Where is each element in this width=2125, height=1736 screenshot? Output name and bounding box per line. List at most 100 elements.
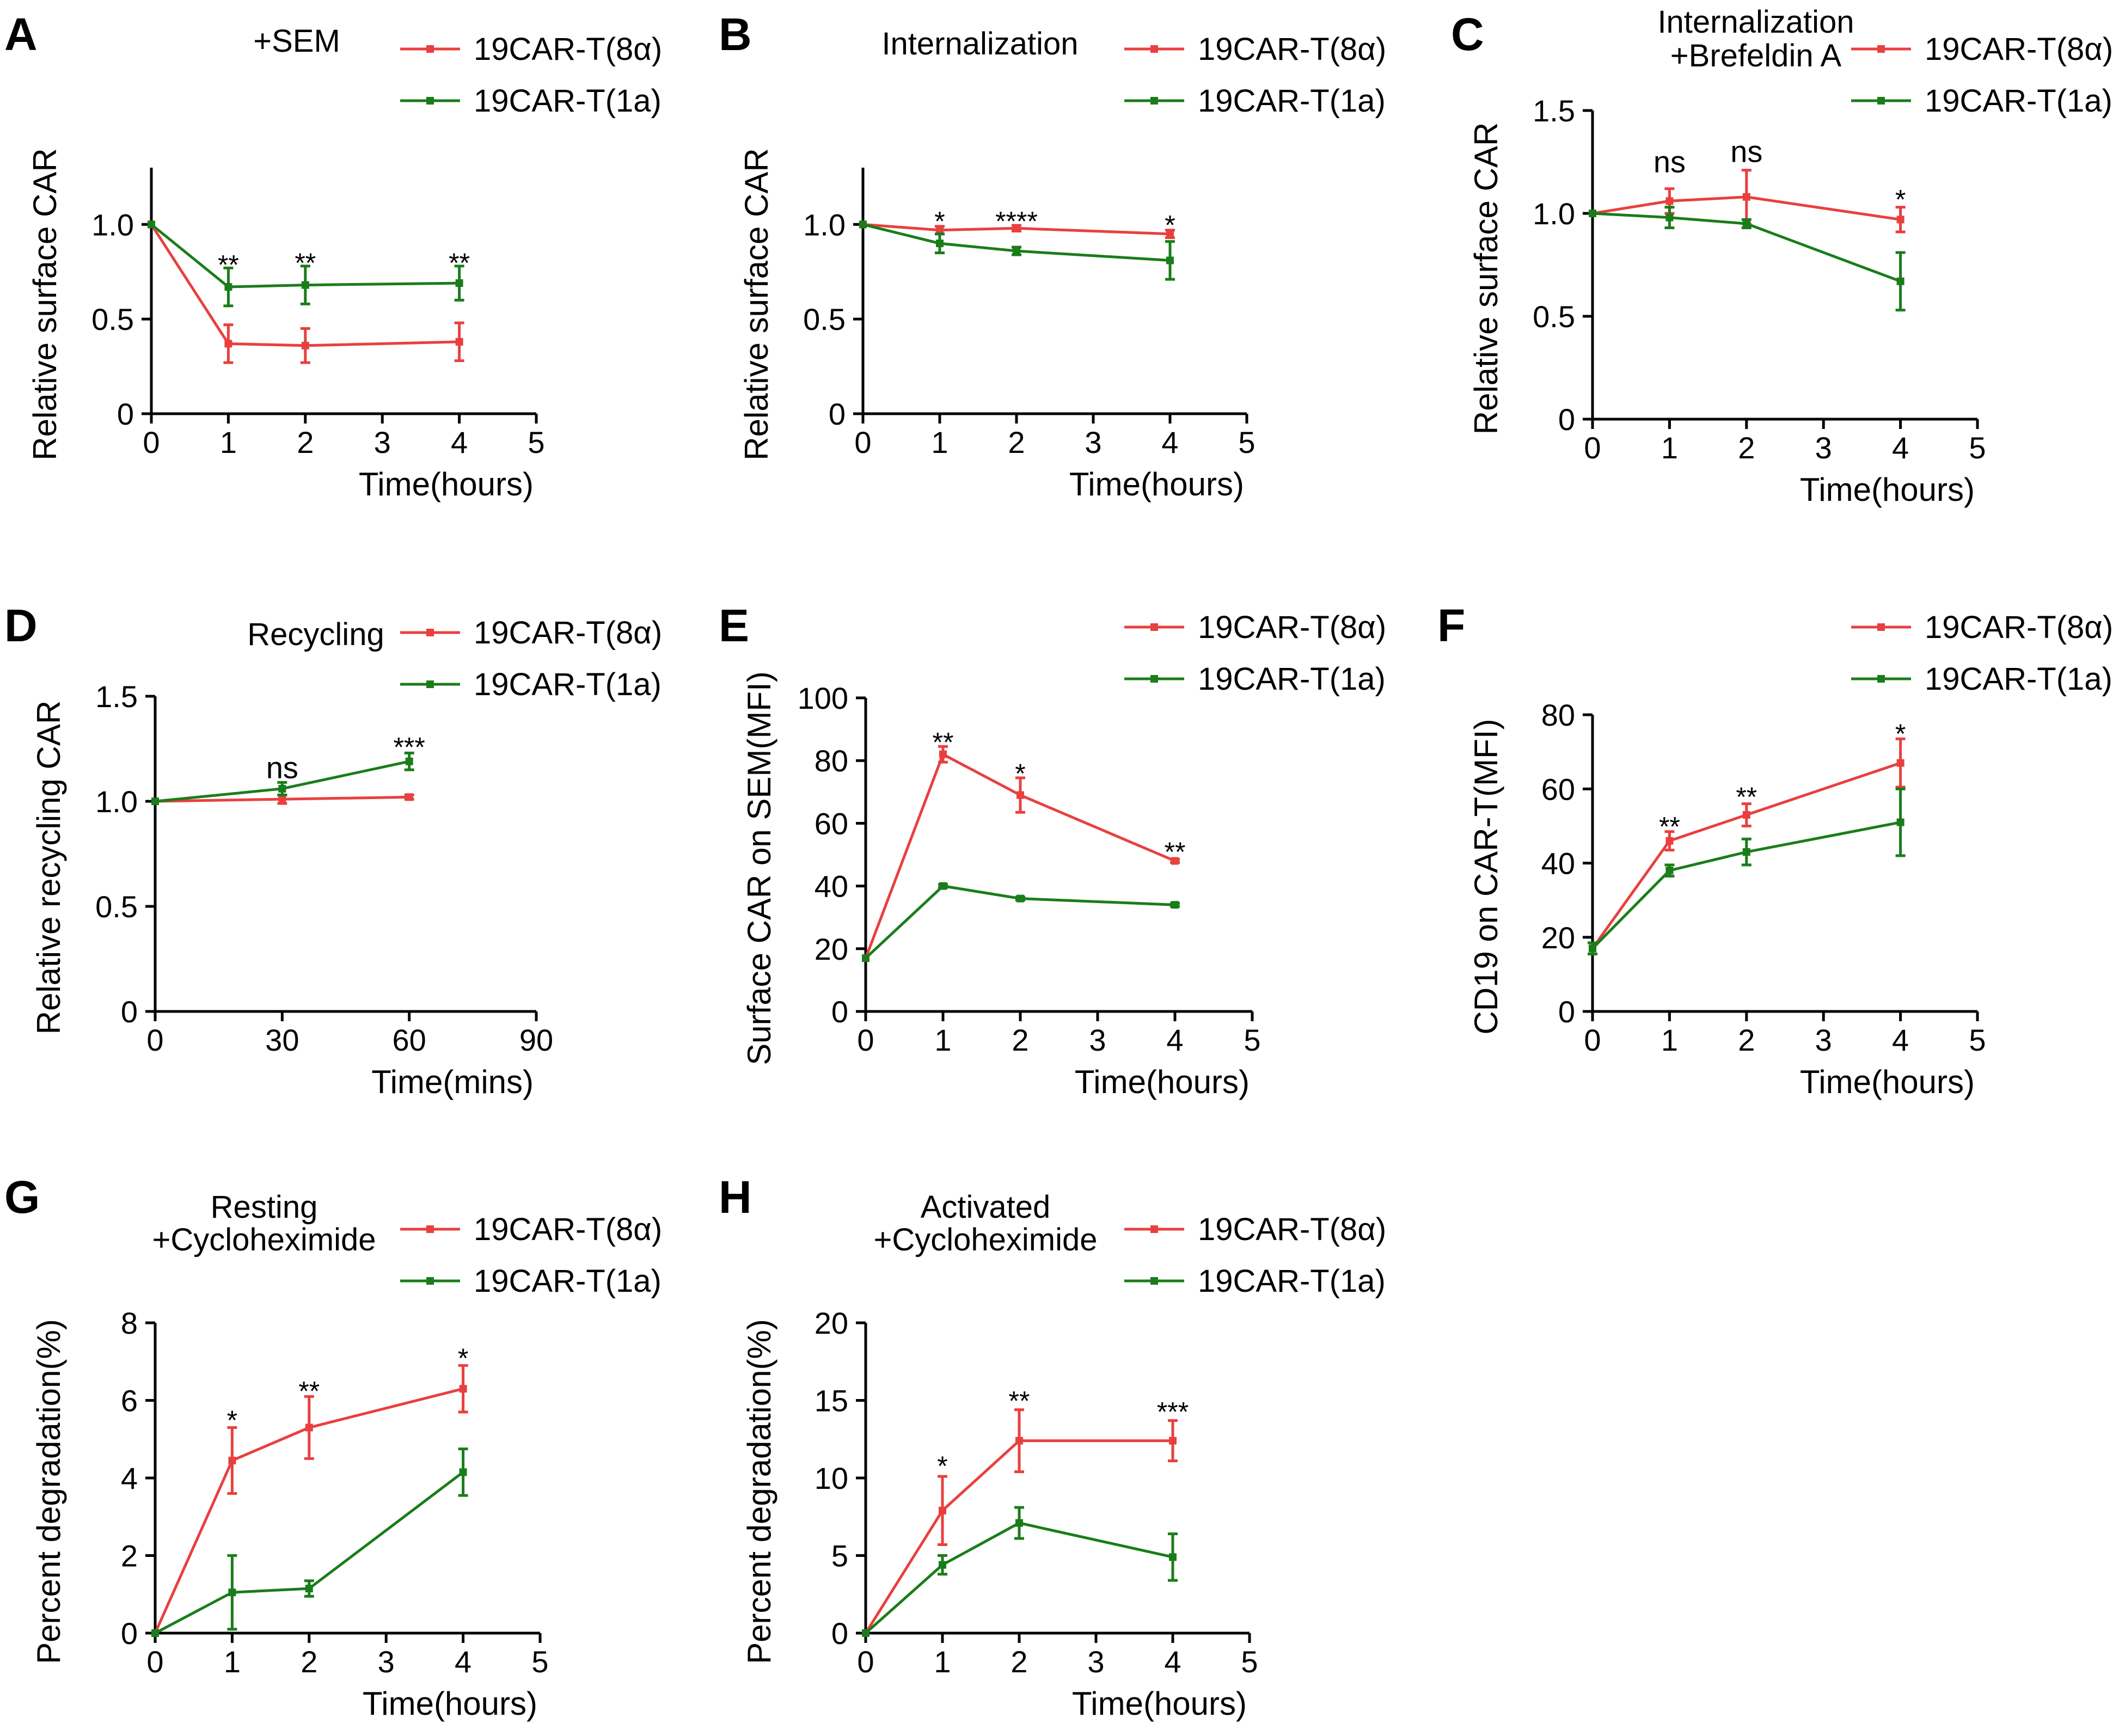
- data-point: [1742, 219, 1750, 228]
- data-point: [1665, 197, 1674, 205]
- data-point: [151, 798, 159, 805]
- data-point: [939, 750, 947, 758]
- panel-g: G 0 1 2 3 4 5 0 2 4 6 8 Time(hours) Percent degradati…: [4, 1171, 662, 1722]
- x-tick-label: 5: [1241, 1645, 1258, 1679]
- x-tick-label: 0: [857, 1645, 874, 1679]
- x-tick-label: 2: [1738, 431, 1755, 465]
- panel-f: F 0 1 2 3 4 5 0 20 40 60 80 Time(hours) CD19 on CAR-T…: [1437, 600, 2113, 1100]
- data-point: [1171, 857, 1179, 865]
- data-point: [228, 1456, 236, 1464]
- data-point: [1013, 247, 1020, 255]
- y-axis-label: Relative recycling CAR: [30, 701, 67, 1035]
- y-tick-label: 8: [121, 1306, 138, 1340]
- x-tick-label: 3: [1815, 1023, 1832, 1057]
- legend-label: 19CAR-T(1a): [1198, 661, 1386, 697]
- series-1a: [862, 1506, 1178, 1637]
- data-point: [1665, 867, 1674, 875]
- chart-title: +SEM: [253, 23, 340, 59]
- legend: 19CAR-T(8α) 19CAR-T(1a): [1124, 610, 1386, 697]
- legend-label: 19CAR-T(8α): [1925, 32, 2113, 67]
- panel-e: E 0 1 2 3 4 5 0 20 40 60 80 100 Time(hours) Surface CA…: [719, 600, 1386, 1100]
- legend-label: 19CAR-T(1a): [1925, 661, 2112, 697]
- data-point: [939, 882, 947, 890]
- x-tick-label: 0: [854, 425, 871, 459]
- legend: 19CAR-T(8α) 19CAR-T(1a): [400, 1212, 662, 1299]
- x-tick-label: 2: [1008, 425, 1025, 459]
- y-tick-label: 60: [815, 806, 848, 841]
- y-axis-label: Percent degradation(%): [30, 1319, 67, 1664]
- data-point: [455, 279, 463, 287]
- x-tick-label: 2: [1012, 1023, 1028, 1057]
- series-line: [1591, 821, 1901, 949]
- series-line: [154, 1471, 464, 1635]
- significance-label: **: [1009, 1386, 1030, 1416]
- series-line: [864, 752, 1175, 959]
- x-axis-label: Time(mins): [371, 1064, 534, 1100]
- panel-letter: E: [719, 600, 749, 651]
- legend: 19CAR-T(8α) 19CAR-T(1a): [1124, 1212, 1386, 1299]
- y-tick-label: 0.5: [1533, 299, 1575, 334]
- x-tick-label: 5: [1244, 1023, 1260, 1057]
- x-tick-label: 1: [220, 425, 237, 459]
- data-point: [224, 340, 232, 348]
- y-tick-label: 0: [121, 1616, 138, 1651]
- legend-swatch-marker: [1877, 97, 1885, 105]
- y-tick-label: 0: [831, 995, 848, 1029]
- legend-swatch-marker: [1877, 45, 1885, 53]
- data-point: [405, 793, 413, 801]
- chart-title: +Brefeldin A: [1670, 38, 1842, 73]
- data-point: [151, 1629, 159, 1637]
- x-tick-label: 3: [378, 1645, 395, 1679]
- y-tick-label: 40: [815, 869, 848, 904]
- data-point: [1169, 1553, 1177, 1561]
- chart-title: Internalization: [881, 26, 1078, 62]
- x-tick-label: 2: [297, 425, 314, 459]
- x-tick-label: 1: [224, 1645, 241, 1679]
- data-point: [859, 220, 867, 229]
- legend-swatch-marker: [1150, 1277, 1158, 1285]
- legend-swatch-marker: [426, 1225, 434, 1233]
- legend-swatch-marker: [426, 629, 434, 636]
- x-tick-label: 30: [265, 1023, 299, 1057]
- series-line: [865, 1522, 1173, 1634]
- significance-label: *: [937, 1451, 947, 1481]
- data-point: [862, 1629, 869, 1637]
- y-tick-label: 0: [121, 995, 138, 1029]
- x-tick-label: 1: [931, 425, 948, 459]
- legend-label: 19CAR-T(1a): [474, 667, 662, 702]
- significance-label: *: [934, 206, 945, 236]
- significance-label: **: [933, 727, 954, 758]
- legend-swatch-marker: [426, 45, 434, 53]
- y-tick-label: 1.0: [1533, 197, 1575, 231]
- x-tick-label: 5: [531, 1645, 548, 1679]
- significance-label: **: [218, 249, 239, 280]
- series-line: [862, 223, 1171, 262]
- x-tick-label: 5: [528, 425, 544, 459]
- data-point: [1166, 256, 1174, 265]
- panel-c: C 0 1 2 3 4 5 0 0.5 1.0 1.5 Time(hours) Relative sur…: [1451, 4, 2113, 508]
- data-point: [939, 1561, 946, 1569]
- legend-label: 19CAR-T(1a): [1198, 83, 1386, 119]
- data-point: [1896, 277, 1904, 285]
- legend-label: 19CAR-T(8α): [1925, 610, 2113, 645]
- significance-label: **: [298, 1376, 320, 1407]
- series-1a: [148, 220, 464, 308]
- significance-label: **: [1736, 782, 1757, 812]
- series-8a: [859, 220, 1175, 240]
- legend-swatch-marker: [426, 1277, 434, 1285]
- y-tick-label: 20: [815, 932, 848, 966]
- series-line: [1591, 762, 1901, 949]
- legend: 19CAR-T(8α) 19CAR-T(1a): [400, 615, 662, 702]
- series-line: [862, 223, 1171, 236]
- x-axis-label: Time(hours): [1069, 466, 1244, 502]
- series-line: [864, 1439, 1173, 1634]
- x-axis-label: Time(hours): [1072, 1685, 1247, 1722]
- y-tick-label: 4: [121, 1461, 138, 1495]
- data-point: [1589, 944, 1596, 953]
- x-tick-label: 0: [857, 1023, 874, 1057]
- data-point: [301, 341, 309, 349]
- significance-label: **: [449, 248, 470, 278]
- data-point: [305, 1585, 313, 1593]
- data-point: [936, 226, 944, 234]
